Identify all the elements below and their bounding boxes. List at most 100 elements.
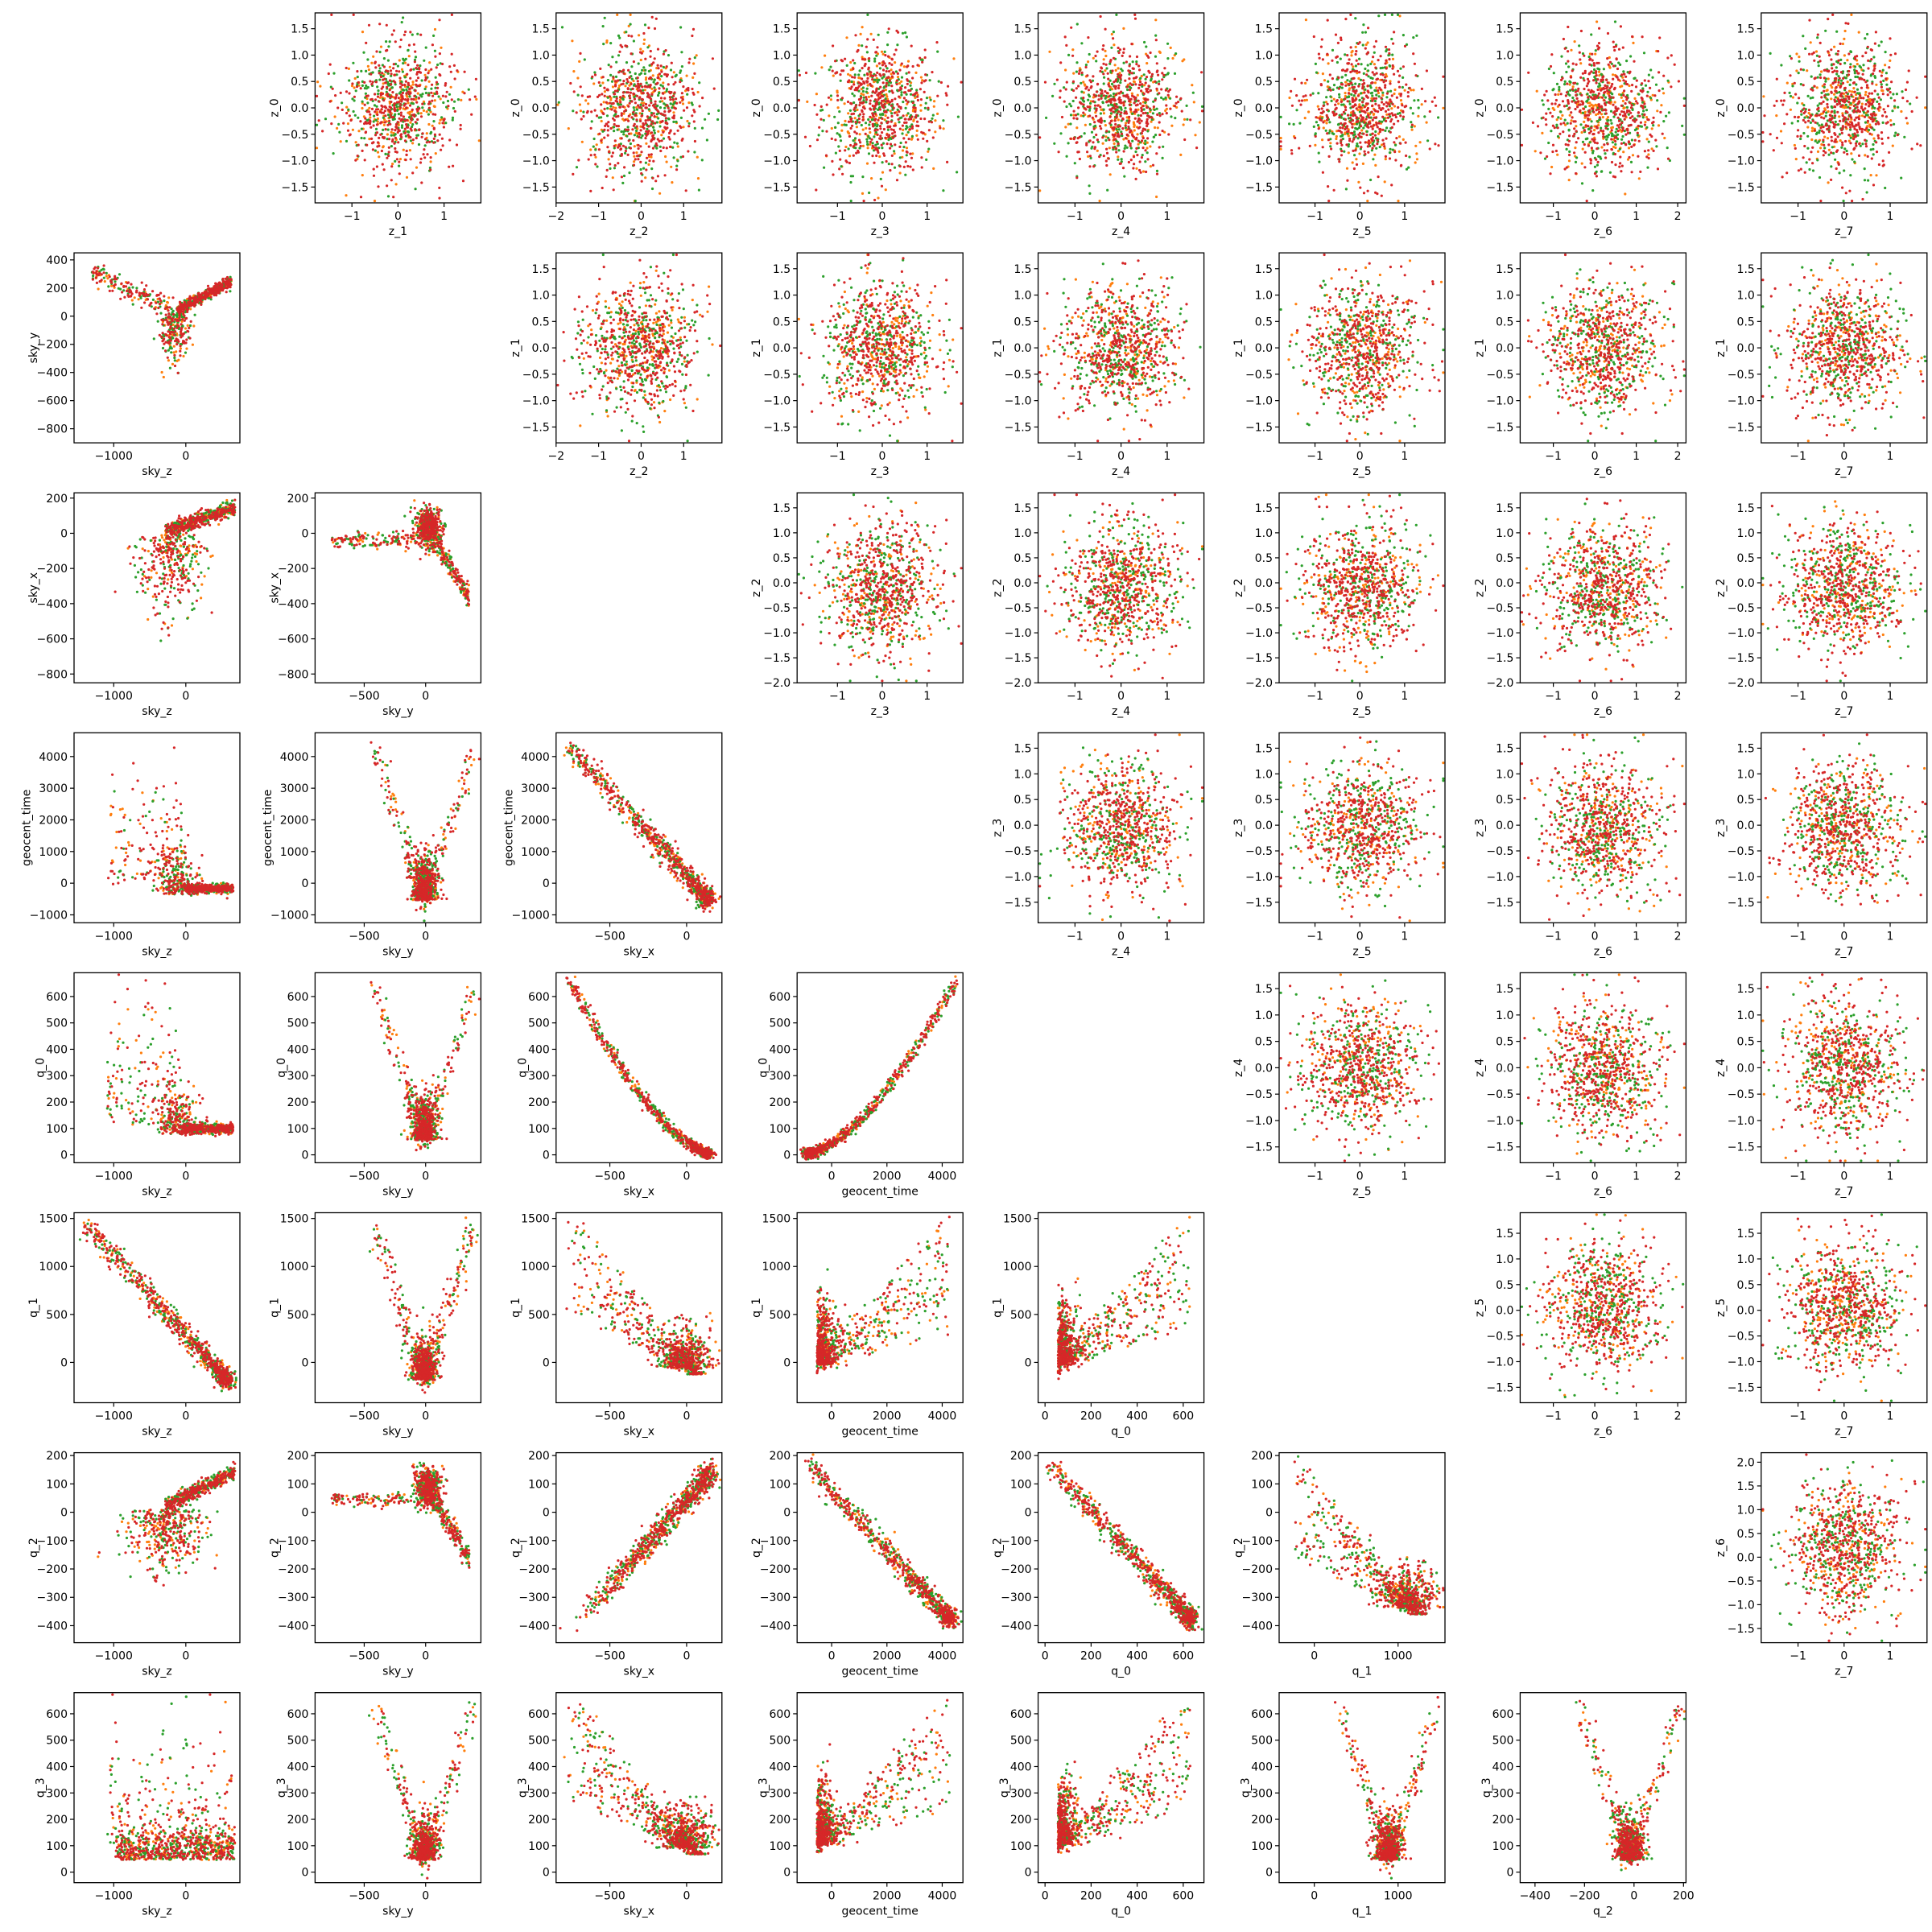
point — [861, 102, 864, 105]
point — [659, 101, 662, 103]
point — [392, 196, 394, 198]
point — [884, 137, 886, 139]
point — [431, 95, 434, 97]
point — [865, 138, 868, 141]
point — [430, 68, 432, 71]
point — [672, 103, 675, 105]
point — [617, 144, 620, 147]
point — [648, 104, 650, 106]
point — [423, 109, 425, 112]
point — [408, 95, 411, 97]
point — [904, 91, 906, 93]
point — [377, 185, 379, 188]
point — [876, 148, 878, 151]
x-tick-label: 0 — [394, 210, 402, 223]
point — [897, 72, 899, 75]
point — [432, 120, 435, 122]
point — [410, 127, 412, 130]
point — [556, 104, 559, 106]
point — [448, 166, 450, 168]
point — [386, 133, 389, 135]
point — [669, 138, 671, 140]
point — [923, 91, 926, 93]
point — [899, 171, 902, 174]
point — [364, 159, 366, 161]
point — [361, 128, 363, 130]
point — [450, 71, 452, 73]
point — [691, 114, 693, 117]
point — [798, 69, 800, 72]
point — [637, 76, 639, 79]
point — [644, 106, 646, 109]
x-tick-label: −2 — [547, 210, 564, 223]
point — [870, 85, 873, 87]
point — [427, 103, 430, 105]
point — [622, 91, 625, 93]
point — [860, 145, 862, 147]
point — [394, 81, 396, 84]
point — [368, 107, 370, 109]
point — [660, 134, 663, 136]
point — [660, 71, 663, 73]
point — [686, 93, 688, 96]
point — [388, 138, 390, 140]
point — [841, 60, 844, 62]
point — [865, 98, 868, 101]
point — [856, 89, 858, 91]
point — [945, 94, 947, 97]
point — [1133, 129, 1136, 131]
point — [367, 94, 369, 97]
point — [400, 119, 402, 122]
point — [625, 129, 627, 131]
point — [888, 70, 890, 72]
point — [644, 58, 646, 60]
point — [654, 79, 656, 81]
point — [921, 61, 923, 64]
point — [418, 67, 420, 69]
point — [456, 143, 458, 146]
point — [675, 75, 677, 77]
x-axis-label: z_1 — [389, 225, 407, 238]
point — [402, 149, 405, 151]
point — [872, 90, 874, 93]
point — [900, 91, 902, 93]
point — [640, 136, 642, 138]
point — [427, 123, 430, 126]
point — [697, 91, 700, 93]
point — [706, 138, 708, 141]
point — [932, 136, 935, 138]
point — [663, 97, 666, 100]
point — [601, 81, 604, 84]
y-tick-label: 0.0 — [773, 102, 791, 115]
point — [663, 138, 665, 140]
point — [403, 84, 406, 86]
point — [866, 77, 869, 80]
point — [435, 76, 437, 79]
point — [885, 65, 887, 68]
point — [424, 88, 427, 90]
point — [880, 95, 882, 97]
point — [633, 160, 635, 163]
point — [402, 16, 404, 19]
point — [405, 58, 407, 60]
x-tick-label: 1 — [923, 210, 931, 223]
point — [369, 121, 371, 123]
point — [456, 69, 458, 72]
point — [367, 86, 369, 89]
point — [635, 85, 638, 87]
point — [624, 118, 626, 121]
point — [393, 63, 395, 65]
point — [924, 79, 927, 81]
point — [832, 75, 835, 77]
point — [630, 100, 633, 102]
point — [394, 109, 396, 111]
point — [345, 140, 348, 142]
point — [377, 151, 379, 154]
point — [641, 180, 643, 183]
point — [640, 151, 642, 153]
point — [596, 114, 598, 117]
point — [345, 112, 348, 114]
point — [912, 106, 914, 109]
point — [933, 100, 935, 102]
point — [429, 168, 431, 171]
